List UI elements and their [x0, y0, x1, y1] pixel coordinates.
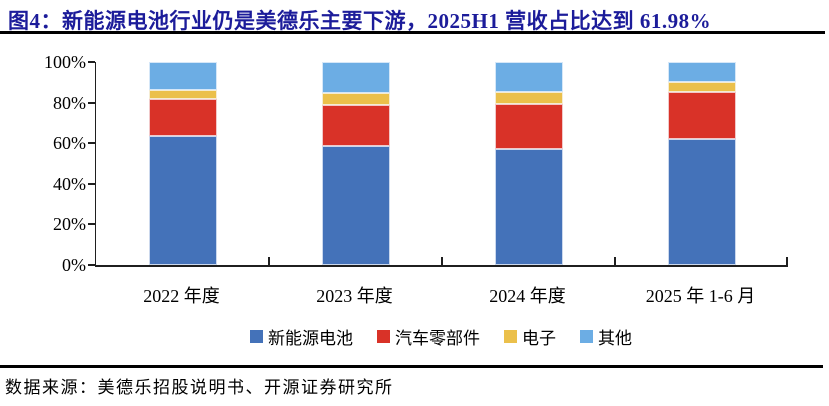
legend-label: 汽车零部件 — [395, 329, 480, 348]
y-axis-tick — [88, 182, 95, 185]
bar-segment-series0-cat1 — [321, 146, 390, 265]
y-axis-tick-label: 0% — [62, 255, 86, 275]
legend-swatch-icon — [377, 330, 390, 343]
bar-segment-series3-cat1 — [321, 62, 390, 94]
plot-area — [95, 62, 788, 267]
legend-item: 新能源电池 — [250, 324, 353, 349]
category-label: 2022 年度 — [143, 286, 220, 306]
title-divider — [0, 31, 825, 34]
bar-segment-series1-cat3 — [667, 92, 736, 140]
bar-segment-series0-cat3 — [667, 139, 736, 265]
legend: 新能源电池 汽车零部件 电子 其他 — [95, 324, 787, 349]
bar-segment-series1-cat1 — [321, 104, 390, 147]
bar-segment-series2-cat3 — [667, 81, 736, 93]
category-label: 2025 年 1-6 月 — [645, 286, 756, 306]
footer-divider — [0, 365, 823, 368]
category-label: 2024 年度 — [489, 286, 566, 306]
x-axis-tick — [441, 257, 443, 265]
y-axis-tick — [88, 101, 95, 104]
y-axis-tick-label: 60% — [53, 133, 86, 154]
y-axis-tick — [88, 142, 95, 145]
x-axis-tick — [786, 257, 788, 265]
legend-swatch-icon — [250, 330, 263, 343]
bar-segment-series3-cat0 — [148, 62, 217, 91]
bar-segment-series0-cat0 — [148, 135, 217, 265]
legend-swatch-icon — [504, 330, 517, 343]
bar-segment-series1-cat0 — [148, 98, 217, 136]
bar-segment-series2-cat1 — [321, 93, 390, 105]
y-axis-tick-label: 20% — [53, 214, 86, 235]
y-axis-tick — [88, 61, 95, 63]
bar-segment-series3-cat2 — [494, 62, 563, 93]
bar-segment-series1-cat2 — [494, 103, 563, 150]
y-axis-tick-label: 80% — [53, 92, 86, 113]
legend-label: 新能源电池 — [268, 329, 353, 348]
figure-title: 图4：新能源电池行业仍是美德乐主要下游，2025H1 营收占比达到 61.98% — [8, 9, 712, 33]
bar-segment-series2-cat0 — [148, 90, 217, 99]
y-axis-tick — [88, 223, 95, 226]
category-label: 2023 年度 — [316, 286, 393, 306]
legend-item: 其他 — [580, 324, 632, 349]
y-axis-tick-label: 40% — [53, 173, 86, 194]
source-note: 数据来源：美德乐招股说明书、开源证券研究所 — [5, 378, 394, 397]
bar-segment-series2-cat2 — [494, 92, 563, 104]
legend-label: 电子 — [522, 329, 556, 348]
legend-item: 汽车零部件 — [377, 324, 480, 349]
x-axis-tick — [614, 257, 616, 265]
y-axis-tick-label: 100% — [44, 52, 86, 72]
legend-item: 电子 — [504, 324, 556, 349]
x-axis-tick — [268, 257, 270, 265]
y-axis-tick — [88, 264, 95, 266]
bar-segment-series3-cat3 — [667, 62, 736, 82]
bar-segment-series0-cat2 — [494, 149, 563, 265]
legend-swatch-icon — [580, 330, 593, 343]
legend-label: 其他 — [598, 329, 632, 348]
